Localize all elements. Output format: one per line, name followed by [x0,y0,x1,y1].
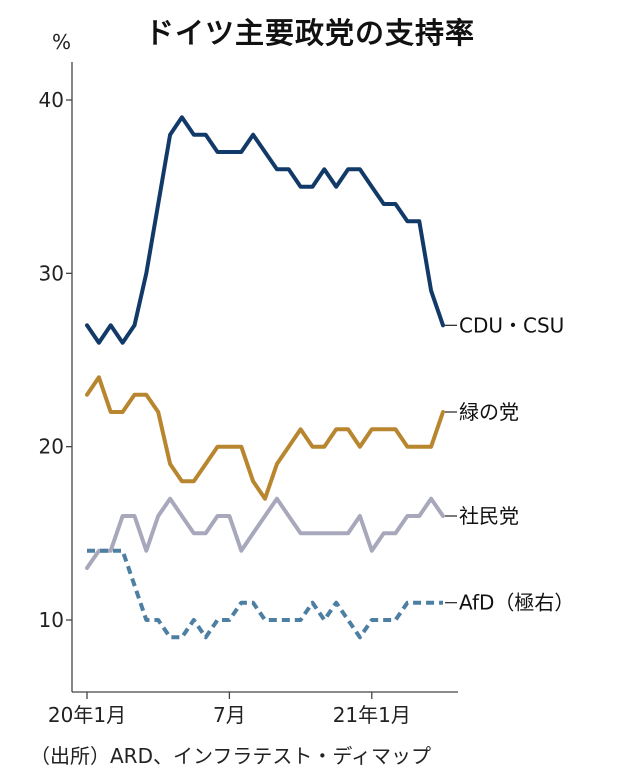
y-tick-label: 20 [39,435,64,459]
series-layer [85,115,445,640]
series-label: CDU・CSU [459,313,564,337]
y-tick-label: 10 [39,608,64,632]
x-tick-label: 7月 [213,703,246,727]
series-label: 社民党 [459,504,519,528]
y-tick-label: 30 [39,261,64,285]
source-note: （出所）ARD、インフラテスト・ディマップ [30,744,431,768]
x-tick-label: 21年1月 [333,703,411,727]
y-tick-label: 40 [39,88,64,112]
series-label: 緑の党 [459,400,519,424]
y-axis-unit: % [52,30,72,54]
series-label: AfD（極右） [459,591,574,615]
series-line-0 [85,115,445,345]
axes: 10 20 30 40 20年1月 7月 21年1月 [39,62,458,727]
chart-title: ドイツ主要政党の支持率 [144,16,475,50]
series-line-2 [85,496,445,570]
series-line-1 [85,375,445,501]
x-tick-label: 20年1月 [48,703,126,727]
series-line-3 [87,548,443,640]
